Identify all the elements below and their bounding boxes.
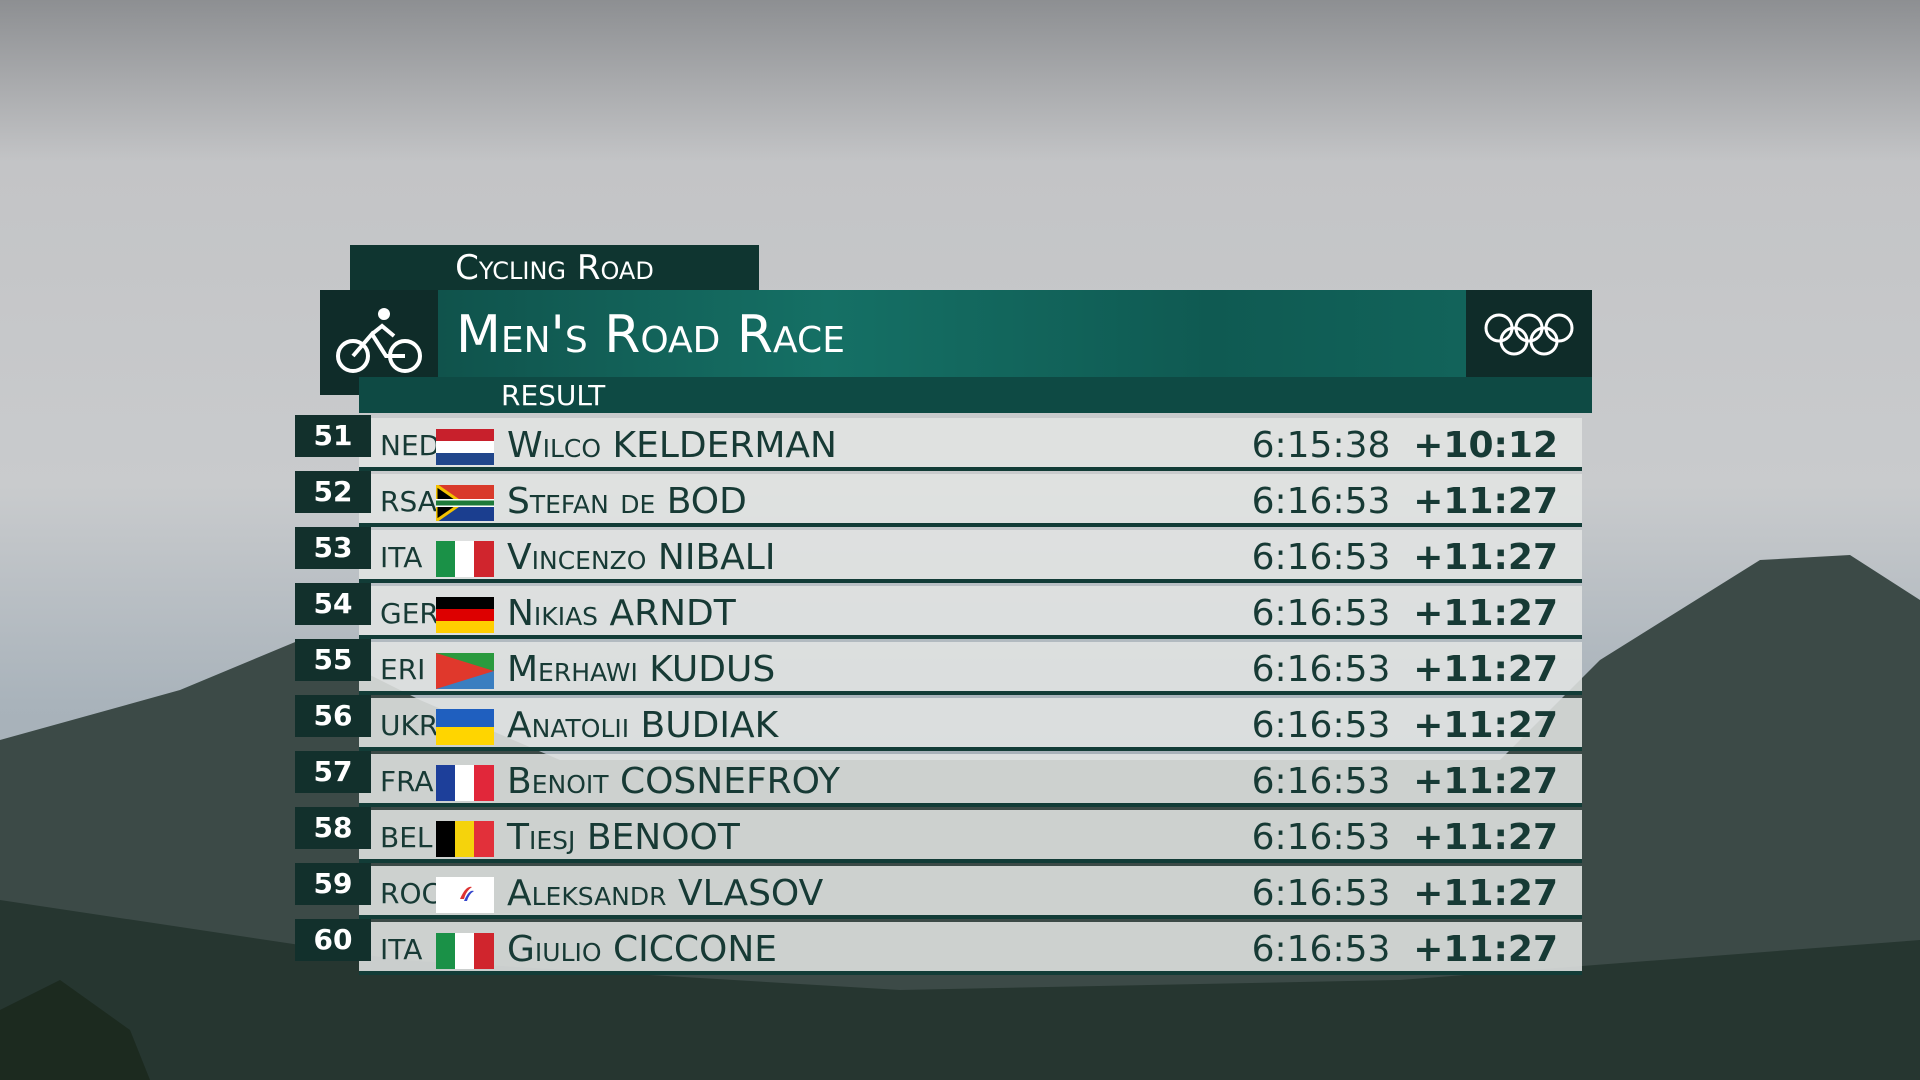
country-code: ERI: [380, 653, 426, 686]
result-row: FRA Benoit COSNEFROY 6:16:53 +11:27: [359, 754, 1582, 807]
event-title: Men's Road Race: [456, 305, 845, 365]
header-band: [320, 290, 1592, 377]
flag: [436, 429, 494, 465]
finish-time: 6:15:38: [1251, 425, 1391, 466]
rank: 56: [295, 695, 371, 737]
rank: 54: [295, 583, 371, 625]
result-row: RSA Stefan de BOD 6:16:53 +11:27: [359, 474, 1582, 527]
rank: 55: [295, 639, 371, 681]
result-row: ROC Aleksandr VLASOV 6:16:53 +11:27: [359, 866, 1582, 919]
finish-time: 6:16:53: [1251, 817, 1391, 858]
result-row: GER Nikias ARNDT 6:16:53 +11:27: [359, 586, 1582, 639]
country-code: ITA: [380, 933, 423, 966]
country-code: RSA: [380, 485, 437, 518]
athlete-name: Wilco KELDERMAN: [507, 425, 837, 466]
athlete-name: Giulio CICCONE: [507, 929, 778, 970]
country-code: NED: [380, 429, 441, 462]
finish-time: 6:16:53: [1251, 593, 1391, 634]
phase-label: RESULT: [501, 379, 606, 412]
country-code: BEL: [380, 821, 433, 854]
athlete-name: Stefan de BOD: [507, 481, 747, 522]
flag: [436, 653, 494, 689]
time-gap: +11:27: [1413, 593, 1558, 634]
rank: 53: [295, 527, 371, 569]
finish-time: 6:16:53: [1251, 537, 1391, 578]
finish-time: 6:16:53: [1251, 929, 1391, 970]
result-row: BEL Tiesj BENOOT 6:16:53 +11:27: [359, 810, 1582, 863]
flag: [436, 765, 494, 801]
flag: [436, 933, 494, 969]
time-gap: +11:27: [1413, 929, 1558, 970]
athlete-name: Merhawi KUDUS: [507, 649, 776, 690]
finish-time: 6:16:53: [1251, 481, 1391, 522]
athlete-name: Tiesj BENOOT: [507, 817, 740, 858]
athlete-name: Benoit COSNEFROY: [507, 761, 841, 802]
rank: 59: [295, 863, 371, 905]
time-gap: +11:27: [1413, 873, 1558, 914]
result-row: NED Wilco KELDERMAN 6:15:38 +10:12: [359, 418, 1582, 471]
time-gap: +11:27: [1413, 481, 1558, 522]
flag: [436, 485, 494, 521]
rank: 51: [295, 415, 371, 457]
phase-bar: [359, 377, 1592, 413]
athlete-name: Vincenzo NIBALI: [507, 537, 776, 578]
time-gap: +10:12: [1413, 425, 1558, 466]
country-code: ITA: [380, 541, 423, 574]
flag: [436, 709, 494, 745]
rings: [1484, 313, 1574, 356]
time-gap: +11:27: [1413, 817, 1558, 858]
sport-tab: Cycling Road: [350, 245, 759, 291]
rank: 58: [295, 807, 371, 849]
rank: 57: [295, 751, 371, 793]
flag: [436, 597, 494, 633]
flag: [436, 877, 494, 913]
result-row: ITA Giulio CICCONE 6:16:53 +11:27: [359, 922, 1582, 975]
result-row: UKR Anatolii BUDIAK 6:16:53 +11:27: [359, 698, 1582, 751]
time-gap: +11:27: [1413, 537, 1558, 578]
finish-time: 6:16:53: [1251, 649, 1391, 690]
athlete-name: Aleksandr VLASOV: [507, 873, 824, 914]
country-code: UKR: [380, 709, 439, 742]
time-gap: +11:27: [1413, 649, 1558, 690]
olympic-rings: [1466, 290, 1592, 377]
athlete-name: Anatolii BUDIAK: [507, 705, 779, 746]
finish-time: 6:16:53: [1251, 705, 1391, 746]
time-gap: +11:27: [1413, 705, 1558, 746]
flag: [436, 541, 494, 577]
country-code: ROC: [380, 877, 442, 910]
finish-time: 6:16:53: [1251, 873, 1391, 914]
rank: 60: [295, 919, 371, 961]
result-row: ITA Vincenzo NIBALI 6:16:53 +11:27: [359, 530, 1582, 583]
time-gap: +11:27: [1413, 761, 1558, 802]
country-code: GER: [380, 597, 439, 630]
result-row: ERI Merhawi KUDUS 6:16:53 +11:27: [359, 642, 1582, 695]
athlete-name: Nikias ARNDT: [507, 593, 736, 634]
cyclist: [336, 308, 422, 373]
rank: 52: [295, 471, 371, 513]
flag: [436, 821, 494, 857]
country-code: FRA: [380, 765, 434, 798]
finish-time: 6:16:53: [1251, 761, 1391, 802]
